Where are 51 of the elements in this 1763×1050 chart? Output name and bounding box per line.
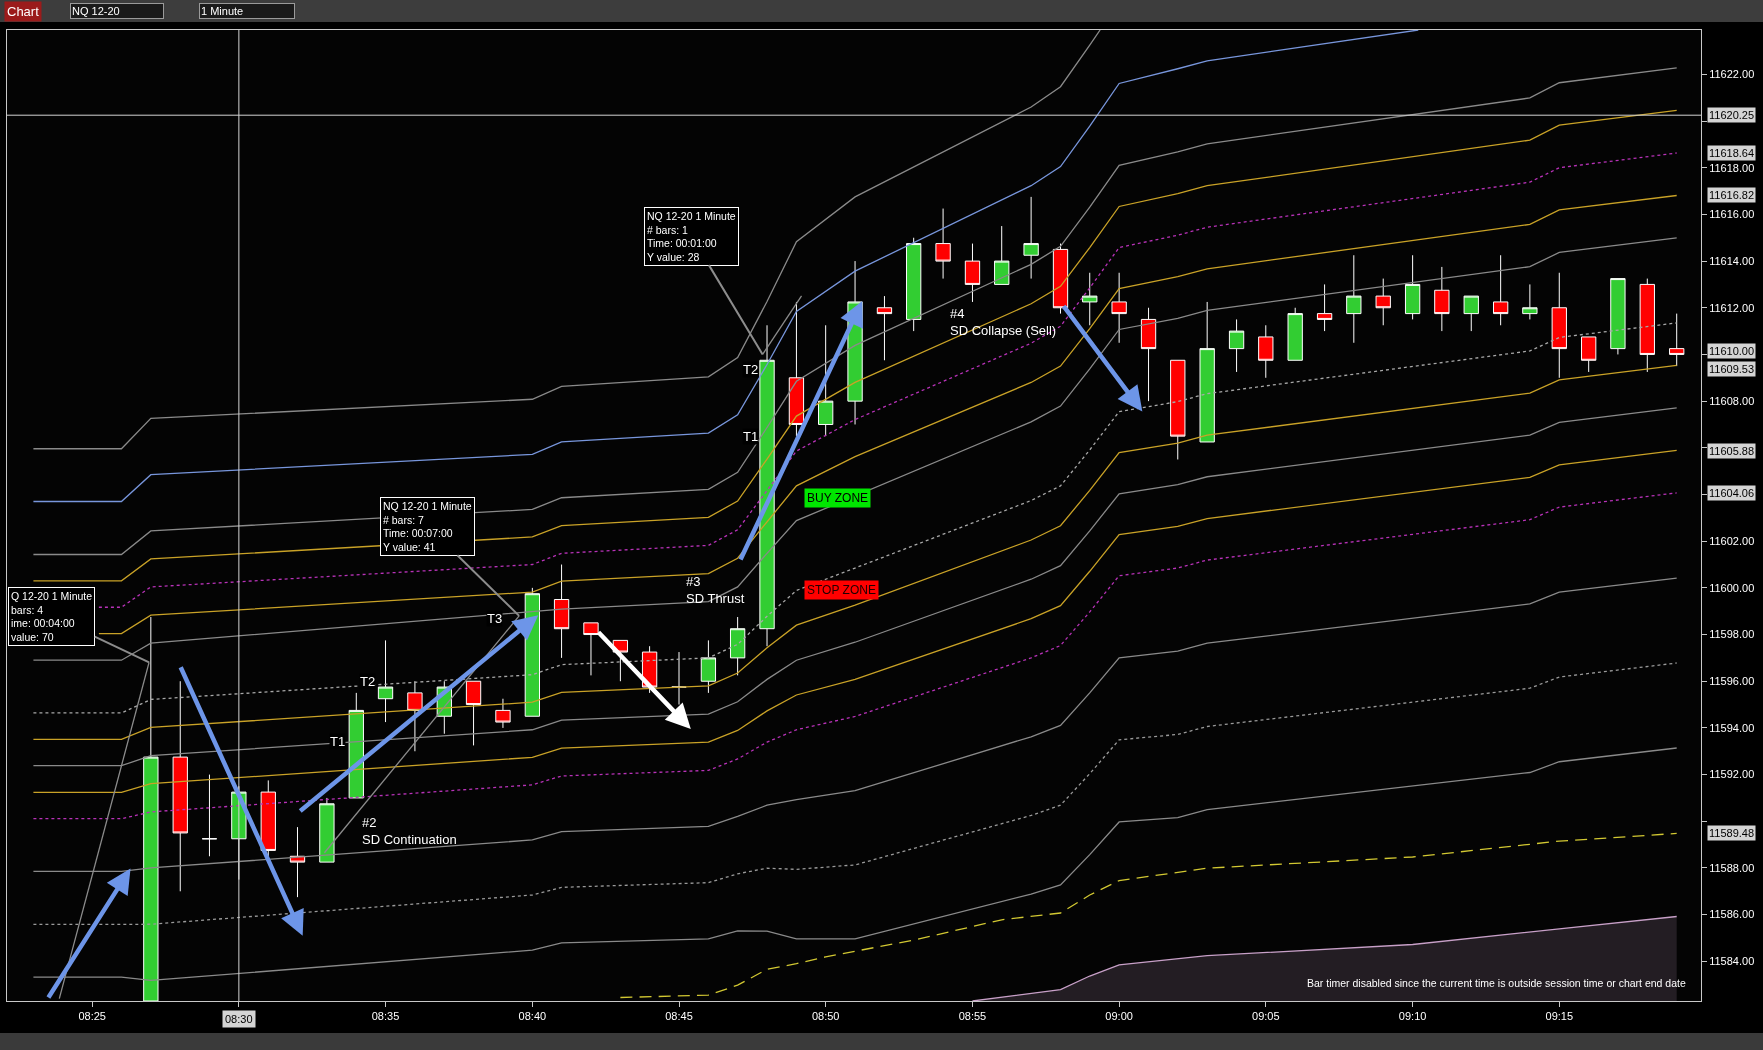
x-tick-label: 08:45: [665, 1010, 693, 1023]
x-tick-label: 08:25: [78, 1010, 106, 1023]
annotation: T3: [487, 611, 503, 626]
x-tick-label: 09:05: [1252, 1010, 1280, 1023]
annotation: T1: [743, 429, 759, 444]
annotation: 11604.06: [1709, 487, 1755, 499]
annotation: 11605.88: [1709, 445, 1755, 457]
annotation: T1: [330, 734, 346, 749]
text: Chart: [7, 4, 40, 19]
annotation: 11589.48: [1709, 827, 1755, 839]
x-tick-label: 08:40: [518, 1010, 547, 1023]
annotation: Bar timer disabled since the current time is outside session time or chart end date: [1307, 977, 1686, 989]
x-tick-label: 08:55: [958, 1010, 987, 1023]
y-tick-label: 11614.00: [1709, 254, 1755, 267]
y-tick-label: 11588.00: [1709, 861, 1755, 874]
y-tick-label: 11622.00: [1709, 68, 1755, 81]
x-tick-label: 09:15: [1545, 1010, 1574, 1023]
annotation: T2: [743, 362, 759, 377]
y-tick-label: 11618.00: [1709, 161, 1755, 174]
annotation: NQ 12-20 1 Minute # bars: 7 Time: 00:07:00 Y value: 41: [383, 500, 472, 553]
annotation: 11609.53: [1709, 363, 1755, 375]
annotation: Q 12-20 1 Minute bars: 4 ime: 00:04:00 value: 70: [11, 590, 93, 643]
annotation: #3 SD Thrust: [686, 574, 745, 606]
annotation: #2 SD Continuation: [362, 815, 457, 847]
x-tick-label: 08:50: [811, 1010, 840, 1023]
text: NQ 12-20: [72, 5, 120, 17]
y-tick-label: 11596.00: [1709, 675, 1755, 688]
annotation: 11610.00: [1709, 345, 1755, 357]
annotation: BUY ZONE: [807, 491, 869, 505]
y-tick-label: 11594.00: [1709, 721, 1755, 734]
text: 1 Minute: [201, 5, 244, 17]
y-tick-label: 11586.00: [1709, 908, 1755, 921]
x-tick-label: 08:35: [371, 1010, 400, 1023]
x-tick-label: 09:10: [1398, 1010, 1427, 1023]
y-tick-label: 11602.00: [1709, 535, 1755, 548]
y-tick-label: 11616.00: [1709, 208, 1755, 221]
y-tick-label: 11612.00: [1709, 301, 1755, 314]
annotation: T2: [360, 674, 376, 689]
ref-line-label: 11620.25: [1709, 109, 1755, 121]
annotation: STOP ZONE: [807, 583, 876, 597]
annotation: 11616.82: [1709, 189, 1755, 201]
annotation: 11618.64: [1709, 147, 1755, 159]
annotation: NQ 12-20 1 Minute # bars: 1 Time: 00:01:00 Y value: 28: [647, 210, 736, 263]
ref-line-label: 08:30: [225, 1013, 253, 1025]
y-tick-label: 11584.00: [1709, 955, 1755, 968]
annotation: #4 SD Collapse (Sell): [950, 306, 1057, 338]
y-tick-label: 11598.00: [1709, 628, 1755, 641]
x-tick-label: 09:00: [1105, 1010, 1133, 1023]
y-tick-label: 11608.00: [1709, 394, 1755, 407]
y-tick-label: 11592.00: [1709, 768, 1755, 781]
y-tick-label: 11600.00: [1709, 581, 1755, 594]
